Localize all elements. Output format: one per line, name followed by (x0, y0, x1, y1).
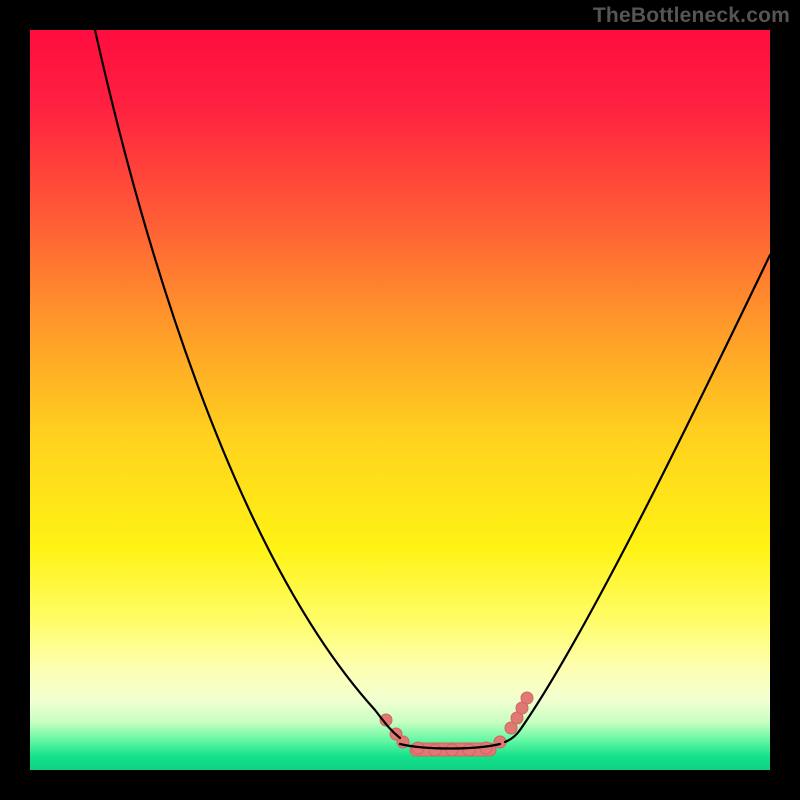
marker-dot (463, 744, 475, 756)
chart-frame: TheBottleneck.com (0, 0, 800, 800)
marker-dot (429, 744, 441, 756)
marker-dot (521, 692, 533, 704)
plot-area (30, 30, 770, 770)
bottleneck-curve (30, 30, 770, 770)
curve-left (95, 30, 400, 738)
watermark-text: TheBottleneck.com (593, 4, 790, 28)
marker-dot (446, 744, 458, 756)
marker-group (380, 692, 533, 756)
curve-right (505, 255, 770, 742)
